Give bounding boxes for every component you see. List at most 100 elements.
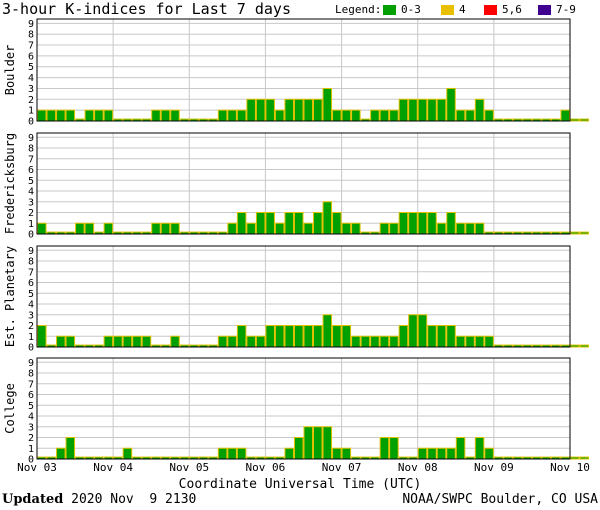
bar bbox=[122, 447, 133, 460]
bar bbox=[408, 212, 418, 235]
bar bbox=[84, 109, 95, 122]
y-tick-label: 4 bbox=[28, 187, 34, 198]
bar bbox=[570, 456, 580, 460]
bar bbox=[341, 447, 352, 460]
bar bbox=[274, 109, 285, 122]
bar bbox=[46, 109, 57, 122]
bar bbox=[398, 325, 409, 348]
bar bbox=[227, 447, 237, 460]
y-tick-label: 9 bbox=[28, 246, 34, 257]
chart-title: 3-hour K-indices for Last 7 days bbox=[2, 0, 291, 18]
bar bbox=[332, 447, 342, 460]
y-tick-label: 5 bbox=[28, 62, 34, 73]
bar bbox=[322, 314, 333, 348]
bar bbox=[122, 335, 133, 348]
bar bbox=[313, 426, 323, 460]
bar bbox=[284, 98, 294, 122]
bar bbox=[37, 325, 47, 348]
legend-item-5-6: 5,6 bbox=[502, 3, 522, 16]
bar bbox=[398, 98, 409, 122]
bar bbox=[255, 335, 266, 348]
bar bbox=[217, 447, 228, 460]
bar bbox=[313, 325, 323, 348]
updated-value: 2020 Nov 9 2130 bbox=[71, 492, 197, 507]
bar bbox=[398, 212, 409, 235]
bar bbox=[56, 447, 66, 460]
x-tick-label: Nov 10 bbox=[550, 461, 590, 474]
bar bbox=[265, 325, 275, 348]
bar bbox=[284, 447, 294, 460]
panel-label: Fredericksburg bbox=[3, 133, 17, 234]
y-tick-label: 4 bbox=[28, 73, 34, 84]
bar bbox=[408, 314, 418, 348]
bar bbox=[246, 335, 256, 348]
y-tick-label: 5 bbox=[28, 289, 34, 300]
y-tick-label: 8 bbox=[28, 369, 34, 380]
bar bbox=[322, 426, 333, 460]
bar bbox=[313, 98, 323, 122]
bar bbox=[227, 222, 237, 235]
bar bbox=[56, 109, 66, 122]
panel-label: College bbox=[3, 383, 17, 434]
bar bbox=[293, 437, 304, 460]
bar bbox=[284, 212, 294, 235]
updated-label: Updated bbox=[2, 492, 64, 507]
x-tick-label: Nov 07 bbox=[322, 461, 362, 474]
y-tick-label: 1 bbox=[28, 332, 34, 343]
bar bbox=[170, 335, 180, 348]
bar bbox=[217, 335, 228, 348]
bar bbox=[151, 222, 161, 235]
bar bbox=[455, 222, 466, 235]
bar bbox=[455, 335, 466, 348]
bar bbox=[284, 325, 294, 348]
x-axis-label: Coordinate Universal Time (UTC) bbox=[178, 477, 422, 492]
bar bbox=[455, 437, 466, 460]
bar bbox=[160, 222, 171, 235]
bar bbox=[455, 109, 466, 122]
bar bbox=[37, 222, 47, 235]
bar bbox=[465, 109, 475, 122]
bar bbox=[103, 222, 114, 235]
bar bbox=[332, 212, 342, 235]
bar bbox=[236, 212, 247, 235]
bar bbox=[303, 222, 314, 235]
bar bbox=[255, 212, 266, 235]
bar bbox=[246, 98, 256, 122]
bar bbox=[227, 335, 237, 348]
legend-swatch-0-3 bbox=[383, 5, 396, 15]
panel-label: Est. Planetary bbox=[3, 246, 17, 347]
bar bbox=[579, 118, 590, 122]
bar bbox=[351, 222, 361, 235]
panel-label: Boulder bbox=[3, 45, 17, 96]
bar bbox=[313, 212, 323, 235]
bar bbox=[436, 325, 447, 348]
y-tick-label: 3 bbox=[28, 197, 34, 208]
y-tick-label: 6 bbox=[28, 165, 34, 176]
bar bbox=[303, 426, 314, 460]
x-tick-label: Nov 03 bbox=[17, 461, 57, 474]
bar bbox=[427, 98, 437, 122]
bar bbox=[274, 325, 285, 348]
bar bbox=[465, 222, 475, 235]
bar bbox=[170, 222, 180, 235]
bar bbox=[379, 109, 390, 122]
y-tick-label: 5 bbox=[28, 176, 34, 187]
bar bbox=[417, 447, 428, 460]
bar bbox=[341, 325, 352, 348]
bar bbox=[484, 335, 494, 348]
y-tick-label: 4 bbox=[28, 300, 34, 311]
bar bbox=[570, 118, 580, 122]
y-tick-label: 7 bbox=[28, 379, 34, 390]
y-tick-label: 5 bbox=[28, 401, 34, 412]
bar bbox=[446, 87, 456, 122]
y-tick-label: 6 bbox=[28, 51, 34, 62]
panel-frame bbox=[36, 18, 571, 122]
bar bbox=[474, 437, 485, 460]
bar bbox=[332, 109, 342, 122]
y-tick-label: 0 bbox=[28, 117, 34, 128]
y-tick-label: 0 bbox=[28, 455, 34, 466]
